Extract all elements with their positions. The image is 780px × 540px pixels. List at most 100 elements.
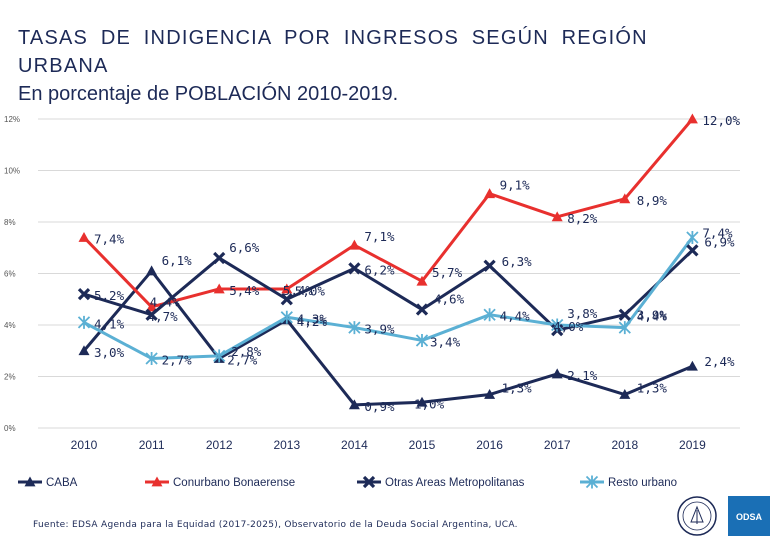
data-point-marker: [213, 283, 225, 294]
data-point-marker: [146, 265, 158, 276]
data-label: 5,7%: [432, 265, 463, 280]
data-point-marker: [348, 239, 360, 250]
data-point-marker: [416, 396, 428, 407]
data-point-marker: [281, 283, 293, 294]
data-point-marker: [484, 389, 496, 399]
data-label: 3,8%: [567, 306, 598, 321]
data-label: 9,1%: [500, 178, 531, 193]
logos: ODSA: [677, 496, 770, 536]
x-tick-label: 2010: [71, 438, 98, 452]
chart-title-line1: TASAS DE INDIGENCIA POR INGRESOS SEGÚN R…: [18, 27, 648, 77]
data-label: 5,0%: [295, 283, 326, 298]
data-label: 2,7%: [162, 352, 193, 367]
data-label: 8,2%: [567, 211, 598, 226]
odsa-logo: ODSA: [728, 496, 770, 536]
data-point-marker: [78, 231, 90, 242]
data-label: 3,9%: [364, 322, 395, 337]
data-point-marker: [213, 251, 226, 265]
y-tick-label: 10%: [4, 167, 20, 176]
data-label: 5,4%: [229, 283, 260, 298]
data-label: 4,7%: [148, 309, 179, 324]
data-label: 7,4%: [702, 225, 733, 240]
data-point-marker: [619, 389, 631, 399]
data-point-marker: [348, 321, 361, 335]
data-label: 6,9%: [704, 234, 735, 249]
data-point-marker: [415, 303, 429, 316]
data-label: 2,4%: [704, 354, 735, 369]
data-point-marker: [348, 262, 361, 275]
odsa-logo-text: ODSA: [736, 512, 763, 522]
data-point-marker: [619, 193, 631, 204]
data-point-marker: [551, 211, 563, 222]
data-point-marker: [151, 476, 163, 487]
data-label: 7,4%: [94, 231, 125, 246]
data-label: 4,3%: [297, 311, 328, 326]
data-labels: 3,0% 6,1% 2,7% 4,2% 0,9% 1,0% 1,3% 2,1% 1,3% 2,4%…: [94, 113, 741, 414]
x-tick-label: 2013: [273, 438, 300, 452]
data-label: 3,4%: [430, 334, 461, 349]
data-point-marker: [585, 475, 599, 489]
x-tick-label: 2016: [476, 438, 503, 452]
data-point-marker: [415, 333, 429, 347]
data-point-marker: [362, 475, 376, 489]
data-point-marker: [78, 345, 90, 356]
x-tick-label: 2011: [139, 438, 165, 452]
data-label: 3,0%: [94, 345, 125, 360]
data-point-marker: [348, 399, 360, 410]
legend-label: CABA: [46, 477, 78, 489]
data-label: 4,4%: [500, 309, 531, 324]
data-point-marker: [280, 310, 293, 324]
data-label: 6,2%: [364, 262, 395, 277]
data-point-marker: [213, 349, 226, 363]
data-point-marker: [618, 321, 631, 335]
data-label: 4,4%: [150, 295, 181, 310]
data-label: 3,9%: [637, 308, 668, 323]
x-tick-label: 2017: [544, 438, 571, 452]
data-label: 2,1%: [567, 368, 598, 383]
data-label: 7,1%: [364, 229, 395, 244]
data-point-marker: [484, 188, 496, 199]
data-label: 2,8%: [231, 344, 262, 359]
data-point-marker: [77, 287, 91, 301]
legend: CABA Conurbano Bonaerense Otras Areas Metr…: [18, 475, 677, 489]
y-tick-label: 2%: [4, 373, 16, 382]
data-point-marker: [280, 293, 293, 306]
data-point-marker: [686, 244, 699, 257]
data-label: 6,6%: [229, 240, 260, 255]
gridlines: [38, 118, 740, 429]
data-point-marker: [483, 259, 496, 272]
data-label: 4,1%: [94, 316, 125, 331]
data-label: 5,2%: [94, 288, 125, 303]
y-tick-label: 6%: [4, 270, 16, 279]
x-tick-label: 2015: [409, 438, 436, 452]
data-label: 1,3%: [637, 381, 668, 396]
x-tick-label: 2018: [611, 438, 638, 452]
data-point-marker: [77, 315, 91, 329]
legend-label: Resto urbano: [608, 477, 677, 489]
data-point-marker: [24, 476, 36, 487]
series-line-otras-areas-metropolitanas: [83, 249, 694, 332]
series-lines: [82, 118, 694, 407]
series-line-conurbano-bonaerense: [82, 118, 694, 309]
data-label: 4,2%: [297, 314, 328, 329]
data-point-marker: [416, 275, 428, 286]
series-line-caba: [82, 269, 693, 407]
chart-title: TASAS DE INDIGENCIA POR INGRESOS SEGÚN R…: [18, 24, 738, 108]
series-line-resto-urbano: [83, 236, 694, 360]
y-tick-label: 12%: [4, 115, 20, 124]
data-point-marker: [146, 301, 158, 312]
data-point-marker: [145, 351, 158, 365]
data-label: 5,4%: [283, 283, 314, 298]
data-label: 0,9%: [364, 399, 395, 414]
data-point-marker: [686, 113, 698, 124]
data-point-marker: [551, 368, 563, 379]
chart-subtitle: En porcentaje de POBLACIÓN 2010-2019.: [18, 83, 399, 105]
data-label: 2,7%: [227, 352, 258, 367]
y-tick-label: 0%: [4, 424, 16, 433]
y-tick-label: 8%: [4, 218, 16, 227]
data-label: 6,3%: [502, 254, 533, 269]
data-label: 4,6%: [434, 292, 465, 307]
data-label: 4,0%: [553, 319, 584, 334]
legend-label: Otras Areas Metropolitanas: [385, 477, 525, 489]
